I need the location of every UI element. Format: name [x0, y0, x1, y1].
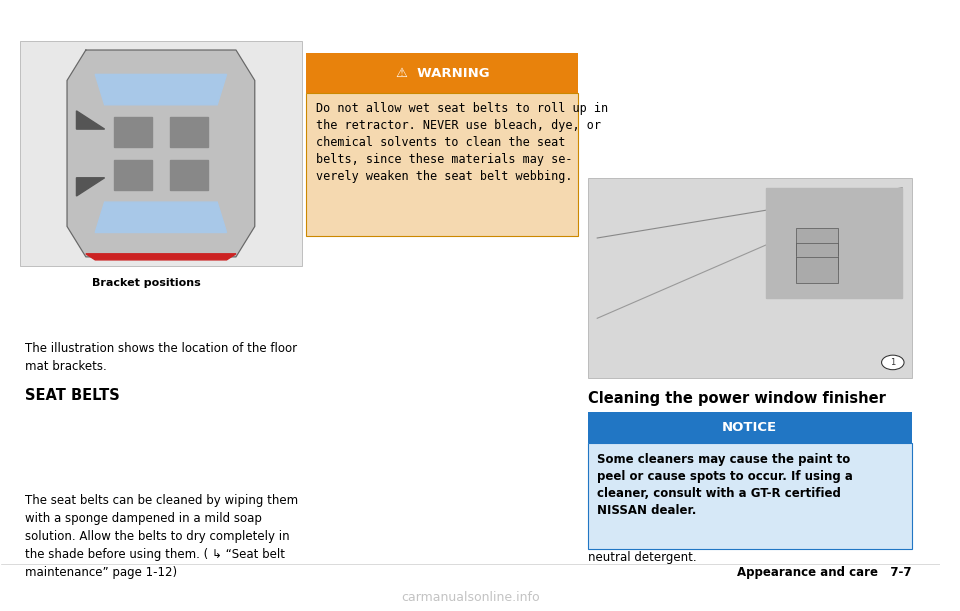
FancyBboxPatch shape: [797, 229, 838, 255]
Polygon shape: [766, 188, 902, 298]
Polygon shape: [114, 117, 152, 147]
Text: NOTICE: NOTICE: [722, 421, 778, 434]
Text: Cleaning the power window finisher: Cleaning the power window finisher: [588, 390, 886, 406]
Polygon shape: [95, 202, 227, 233]
Text: The illustration shows the location of the floor
mat brackets.: The illustration shows the location of t…: [25, 342, 297, 373]
Polygon shape: [67, 50, 254, 257]
Text: 1: 1: [890, 358, 896, 367]
Text: SEAT BELTS: SEAT BELTS: [25, 387, 120, 403]
FancyBboxPatch shape: [306, 93, 579, 236]
Text: Do not allow wet seat belts to roll up in
the retractor. NEVER use bleach, dye, : Do not allow wet seat belts to roll up i…: [316, 103, 608, 183]
FancyBboxPatch shape: [797, 257, 838, 284]
Polygon shape: [170, 117, 207, 147]
Polygon shape: [170, 159, 207, 190]
FancyBboxPatch shape: [588, 412, 912, 444]
FancyBboxPatch shape: [306, 53, 579, 93]
Polygon shape: [95, 75, 227, 105]
Text: carmanualsonline.info: carmanualsonline.info: [401, 590, 540, 604]
Text: Some cleaners may cause the paint to
peel or cause spots to occur. If using a
cl: Some cleaners may cause the paint to pee…: [597, 453, 853, 516]
FancyBboxPatch shape: [588, 178, 912, 378]
Polygon shape: [77, 178, 105, 196]
Polygon shape: [114, 159, 152, 190]
Text: Appearance and care   7-7: Appearance and care 7-7: [737, 566, 912, 579]
Text: Bracket positions: Bracket positions: [92, 278, 202, 288]
Text: Moisten a soft cloth with neutral detergent and
wipe off the dirt on the power w: Moisten a soft cloth with neutral deterg…: [588, 455, 867, 503]
FancyBboxPatch shape: [20, 41, 301, 266]
Text: After wiping off the dirt, soak a cloth with water
and wring it out thoroughly, : After wiping off the dirt, soak a cloth …: [588, 515, 871, 565]
Text: ⚠  WARNING: ⚠ WARNING: [396, 67, 490, 79]
Text: The seat belts can be cleaned by wiping them
with a sponge dampened in a mild so: The seat belts can be cleaned by wiping …: [25, 494, 298, 579]
Polygon shape: [85, 254, 236, 260]
Polygon shape: [77, 111, 105, 129]
FancyBboxPatch shape: [588, 444, 912, 549]
FancyBboxPatch shape: [797, 243, 838, 269]
Circle shape: [881, 355, 904, 370]
